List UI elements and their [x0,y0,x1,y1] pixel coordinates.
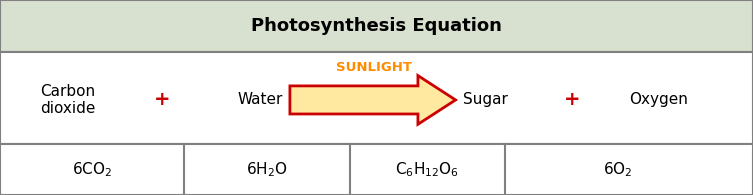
Text: $\mathregular{6O_2}$: $\mathregular{6O_2}$ [602,160,633,179]
Text: Water: Water [237,92,282,107]
FancyBboxPatch shape [0,144,753,195]
Text: Sugar: Sugar [463,92,508,107]
FancyBboxPatch shape [0,52,753,144]
Text: Oxygen: Oxygen [630,92,688,107]
FancyBboxPatch shape [0,0,753,52]
Text: SUNLIGHT: SUNLIGHT [337,61,412,74]
Polygon shape [290,75,456,124]
Text: +: + [564,90,581,109]
Text: $\mathregular{6H_2O}$: $\mathregular{6H_2O}$ [246,160,288,179]
Text: $\mathregular{6CO_2}$: $\mathregular{6CO_2}$ [72,160,112,179]
Text: +: + [154,90,170,109]
Text: Photosynthesis Equation: Photosynthesis Equation [251,17,502,35]
Text: $\mathregular{C_6H_{12}O_6}$: $\mathregular{C_6H_{12}O_6}$ [395,160,459,179]
Text: Carbon
dioxide: Carbon dioxide [40,84,96,116]
